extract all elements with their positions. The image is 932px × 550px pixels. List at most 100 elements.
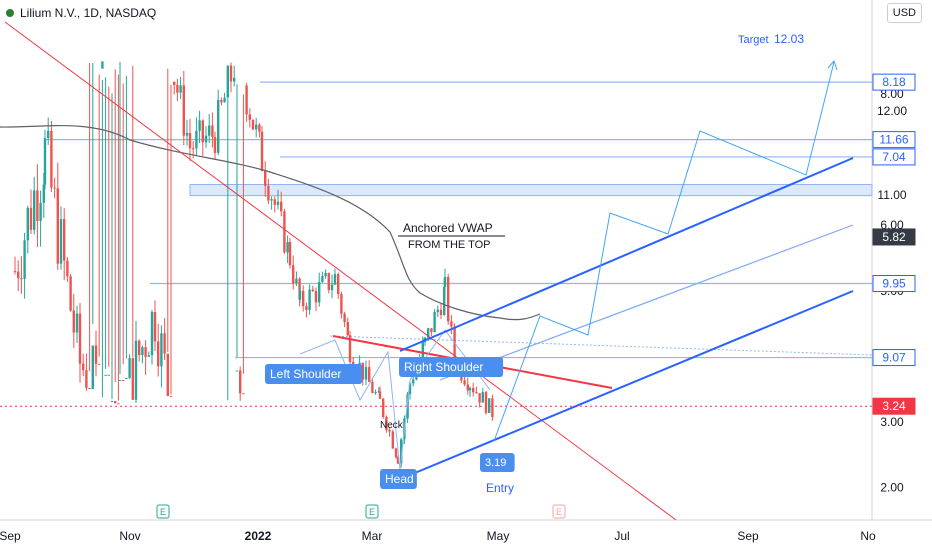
candle-up [204, 135, 208, 143]
candle-up [134, 340, 138, 400]
candle-up [468, 387, 472, 391]
price-label-box [872, 131, 916, 149]
candle-down [173, 81, 176, 85]
candle-up [421, 342, 424, 358]
candle-down [378, 391, 382, 399]
candle-up [226, 65, 229, 98]
entry-price-label: 3.19 [485, 457, 506, 469]
earnings-icon: E [369, 507, 375, 517]
candle-up [147, 355, 150, 357]
candle-down [327, 273, 330, 291]
candle-up [286, 242, 289, 253]
candles [13, 61, 494, 468]
y-tick-label: 12.00 [877, 104, 907, 118]
candle-down [63, 219, 66, 261]
candle-down [283, 211, 286, 253]
candle-up [208, 125, 211, 136]
candle-down [466, 384, 469, 391]
candle-down [385, 416, 388, 430]
x-tick-label: Jul [614, 529, 629, 543]
candle-down [144, 347, 147, 357]
left-shoulder-label-box [265, 364, 363, 384]
candle-up [318, 281, 321, 303]
symbol-title: Lilium N.V., 1D, NASDAQ [20, 6, 157, 20]
candle-down [251, 119, 255, 130]
candle-down [107, 374, 110, 376]
candle-down [163, 333, 166, 354]
candle-down [36, 190, 39, 221]
candle-down [447, 276, 450, 322]
candle-down [343, 313, 346, 322]
earnings-marker [365, 504, 379, 519]
right-shoulder-label: Right Shoulder [404, 360, 483, 374]
status-dot-icon [6, 9, 14, 17]
vwap-line [0, 125, 541, 321]
candle-up [330, 284, 334, 291]
candle-down [192, 148, 195, 150]
candle-down [273, 199, 276, 205]
candle-down [484, 392, 488, 413]
candle-down [153, 311, 157, 342]
candle-down [382, 398, 385, 417]
candle-down [478, 393, 481, 403]
downtrend-line [4, 21, 677, 521]
earnings-marker [552, 504, 566, 519]
price-label: 11.66 [879, 133, 908, 147]
candle-up [427, 328, 430, 338]
support-band [189, 183, 873, 197]
candle-down [371, 381, 374, 393]
candle-up [43, 138, 47, 185]
x-tick-label: Sep [0, 529, 21, 543]
vwap-label: FROM THE TOP [408, 239, 491, 251]
candle-down [29, 207, 33, 230]
head-label: Head [385, 472, 414, 486]
candle-up [443, 276, 447, 287]
candle-down [82, 363, 85, 371]
candle-down [166, 353, 169, 397]
candle-down [453, 326, 456, 363]
earnings-icon: E [160, 507, 166, 517]
candle-down [20, 278, 23, 280]
candle-down [491, 398, 494, 418]
candle-up [374, 391, 377, 393]
candle-up [47, 130, 50, 139]
y-tick-label: 3.00 [880, 415, 904, 429]
y-tick-label: 11.00 [877, 188, 906, 202]
candle-down [264, 170, 267, 186]
candle-up [223, 97, 226, 103]
currency-button[interactable]: USD [886, 3, 922, 23]
candle-down [430, 328, 433, 333]
candle-down [475, 392, 478, 394]
x-tick-label: No [860, 529, 876, 543]
candle-up [59, 219, 63, 264]
candle-down [211, 125, 214, 138]
candle-up [104, 374, 107, 376]
candle-up [110, 400, 114, 402]
candle-up [436, 309, 439, 312]
candle-down [17, 271, 20, 279]
candle-up [195, 130, 198, 149]
candle-up [179, 85, 182, 93]
candle-up [308, 289, 311, 310]
candle-down [245, 85, 248, 115]
candle-down [72, 310, 75, 333]
earnings-marker [156, 504, 170, 519]
left-shoulder-label: Left Shoulder [270, 367, 341, 381]
head-label-box [380, 469, 417, 489]
candle-up [270, 199, 273, 201]
candle-up [255, 124, 258, 130]
candle-up [141, 347, 144, 356]
candle-down [53, 187, 56, 189]
candle-down [305, 306, 308, 310]
entry-price-label-box [480, 453, 515, 472]
candle-down [122, 380, 125, 382]
price-label: 9.95 [882, 277, 906, 291]
price-label-box [872, 397, 916, 415]
vwap-label: Anchored VWAP [403, 221, 493, 235]
candle-down [288, 242, 292, 266]
candle-down [201, 120, 204, 143]
candle-down [314, 291, 318, 303]
x-tick-label: Nov [119, 529, 140, 543]
price-label-box [872, 148, 916, 166]
